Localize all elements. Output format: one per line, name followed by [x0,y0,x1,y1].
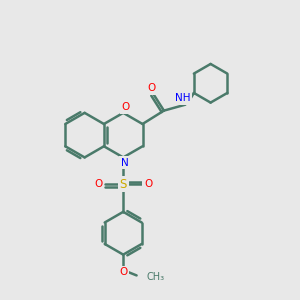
Text: N: N [121,158,129,168]
Text: O: O [94,179,102,189]
Text: O: O [147,83,155,93]
Text: S: S [119,178,127,191]
Text: O: O [144,179,152,189]
Text: NH: NH [175,93,191,103]
Text: O: O [122,103,130,112]
Text: O: O [119,268,127,278]
Text: CH₃: CH₃ [146,272,164,282]
